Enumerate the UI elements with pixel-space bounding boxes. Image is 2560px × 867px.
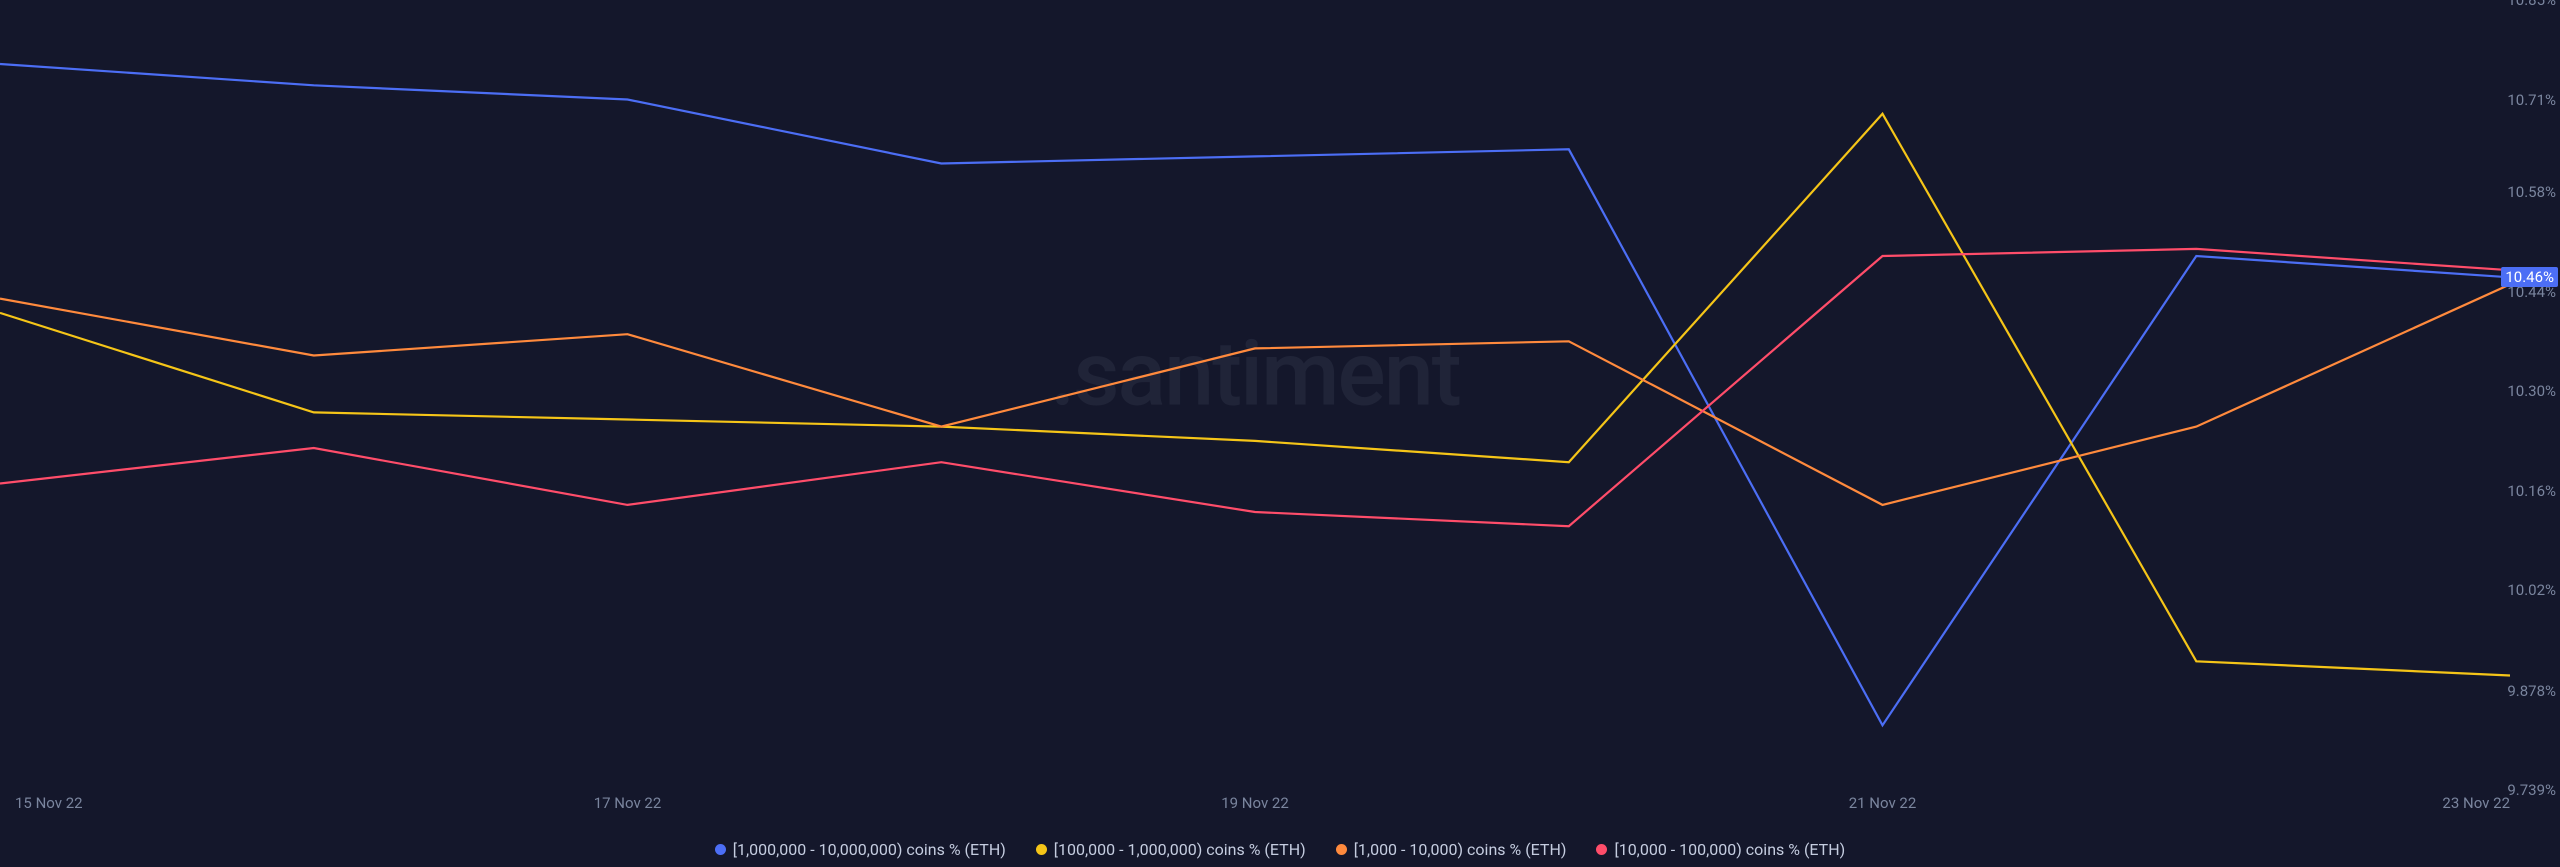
- line-chart-svg[interactable]: [0, 0, 2510, 790]
- series-line-1[interactable]: [0, 114, 2510, 676]
- chart-plot-area: .santiment: [0, 0, 2510, 790]
- y-tick-label: 10.58%: [2507, 183, 2556, 201]
- x-axis: 15 Nov 22 17 Nov 22 19 Nov 22 21 Nov 22 23 N…: [0, 790, 2510, 820]
- legend-label: [10,000 - 100,000) coins % (ETH): [1614, 840, 1845, 859]
- legend-item[interactable]: [1,000 - 10,000) coins % (ETH): [1336, 840, 1567, 859]
- legend-label: [1,000,000 - 10,000,000) coins % (ETH): [733, 840, 1006, 859]
- y-tick-label: 10.71%: [2507, 91, 2556, 109]
- legend-swatch: [1596, 844, 1607, 855]
- legend-item[interactable]: [100,000 - 1,000,000) coins % (ETH): [1036, 840, 1306, 859]
- y-axis: 10.85%10.71%10.58%10.44%10.30%10.16%10.0…: [2510, 0, 2560, 790]
- y-tick-label: 10.30%: [2507, 382, 2556, 400]
- legend-swatch: [1036, 844, 1047, 855]
- series-line-0[interactable]: [0, 64, 2510, 725]
- legend-label: [1,000 - 10,000) coins % (ETH): [1354, 840, 1567, 859]
- x-tick-label: 23 Nov 22: [2442, 794, 2510, 812]
- y-tick-label: 10.16%: [2507, 482, 2556, 500]
- y-axis-marker: 10.46%: [2501, 267, 2558, 287]
- legend-item[interactable]: [10,000 - 100,000) coins % (ETH): [1596, 840, 1845, 859]
- x-tick-label: 15 Nov 22: [15, 794, 83, 812]
- x-tick-label: 19 Nov 22: [1221, 794, 1289, 812]
- legend-label: [100,000 - 1,000,000) coins % (ETH): [1054, 840, 1306, 859]
- x-tick-label: 21 Nov 22: [1849, 794, 1917, 812]
- y-tick-label: 10.02%: [2507, 581, 2556, 599]
- series-line-3[interactable]: [0, 249, 2510, 526]
- y-tick-label: 9.878%: [2507, 682, 2556, 700]
- legend-item[interactable]: [1,000,000 - 10,000,000) coins % (ETH): [715, 840, 1006, 859]
- series-line-2[interactable]: [0, 284, 2510, 505]
- x-tick-label: 17 Nov 22: [594, 794, 662, 812]
- legend: [1,000,000 - 10,000,000) coins % (ETH) [1…: [0, 840, 2560, 859]
- legend-swatch: [1336, 844, 1347, 855]
- y-tick-label: 9.739%: [2507, 781, 2556, 799]
- legend-swatch: [715, 844, 726, 855]
- y-tick-label: 10.85%: [2507, 0, 2556, 9]
